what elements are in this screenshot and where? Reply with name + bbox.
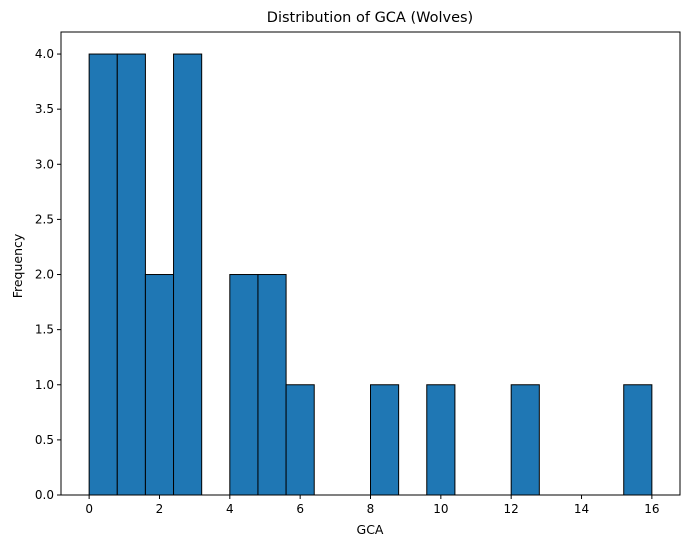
y-tick-label: 4.0 [35, 47, 54, 61]
x-tick-label: 14 [574, 502, 589, 516]
histogram-bar-5 [229, 274, 259, 496]
x-tick-label: 8 [367, 502, 375, 516]
y-tick-label: 3.0 [35, 157, 54, 171]
histogram-bars [88, 53, 653, 496]
x-tick-label: 0 [85, 502, 93, 516]
x-axis-label: GCA [357, 522, 384, 537]
plot-frame [60, 31, 681, 496]
histogram-bar-3 [173, 53, 203, 496]
y-tick-label: 2.5 [35, 212, 54, 226]
y-axis-ticks: 0.0 0.5 1.0 1.5 2.0 2.5 3.0 3.5 4.0 [35, 47, 61, 502]
y-tick-label: 0.5 [35, 433, 54, 447]
x-tick-label: 12 [504, 502, 519, 516]
y-axis-label: Frequency [10, 233, 25, 298]
histogram-bar-19 [623, 384, 653, 496]
y-tick-label: 1.5 [35, 323, 54, 337]
x-tick-label: 4 [226, 502, 234, 516]
histogram-bar-12 [426, 384, 456, 496]
histogram-bar-2 [144, 274, 175, 496]
histogram-bar-1 [116, 53, 146, 496]
x-axis-ticks: 0 2 4 6 8 10 12 14 16 [85, 495, 660, 516]
x-tick-label: 6 [296, 502, 304, 516]
x-tick-label: 10 [433, 502, 448, 516]
histogram-bar-10 [370, 384, 400, 496]
histogram-bar-6 [257, 274, 287, 496]
y-tick-label: 0.0 [35, 488, 54, 502]
histogram-bar-7 [285, 384, 315, 496]
histogram-bar-15 [510, 384, 540, 496]
histogram-bar-0 [88, 53, 118, 496]
y-tick-label: 1.0 [35, 378, 54, 392]
x-tick-label: 2 [156, 502, 164, 516]
x-tick-label: 16 [644, 502, 659, 516]
y-tick-label: 3.5 [35, 102, 54, 116]
y-tick-label: 2.0 [35, 268, 54, 282]
chart-title: Distribution of GCA (Wolves) [267, 10, 473, 26]
